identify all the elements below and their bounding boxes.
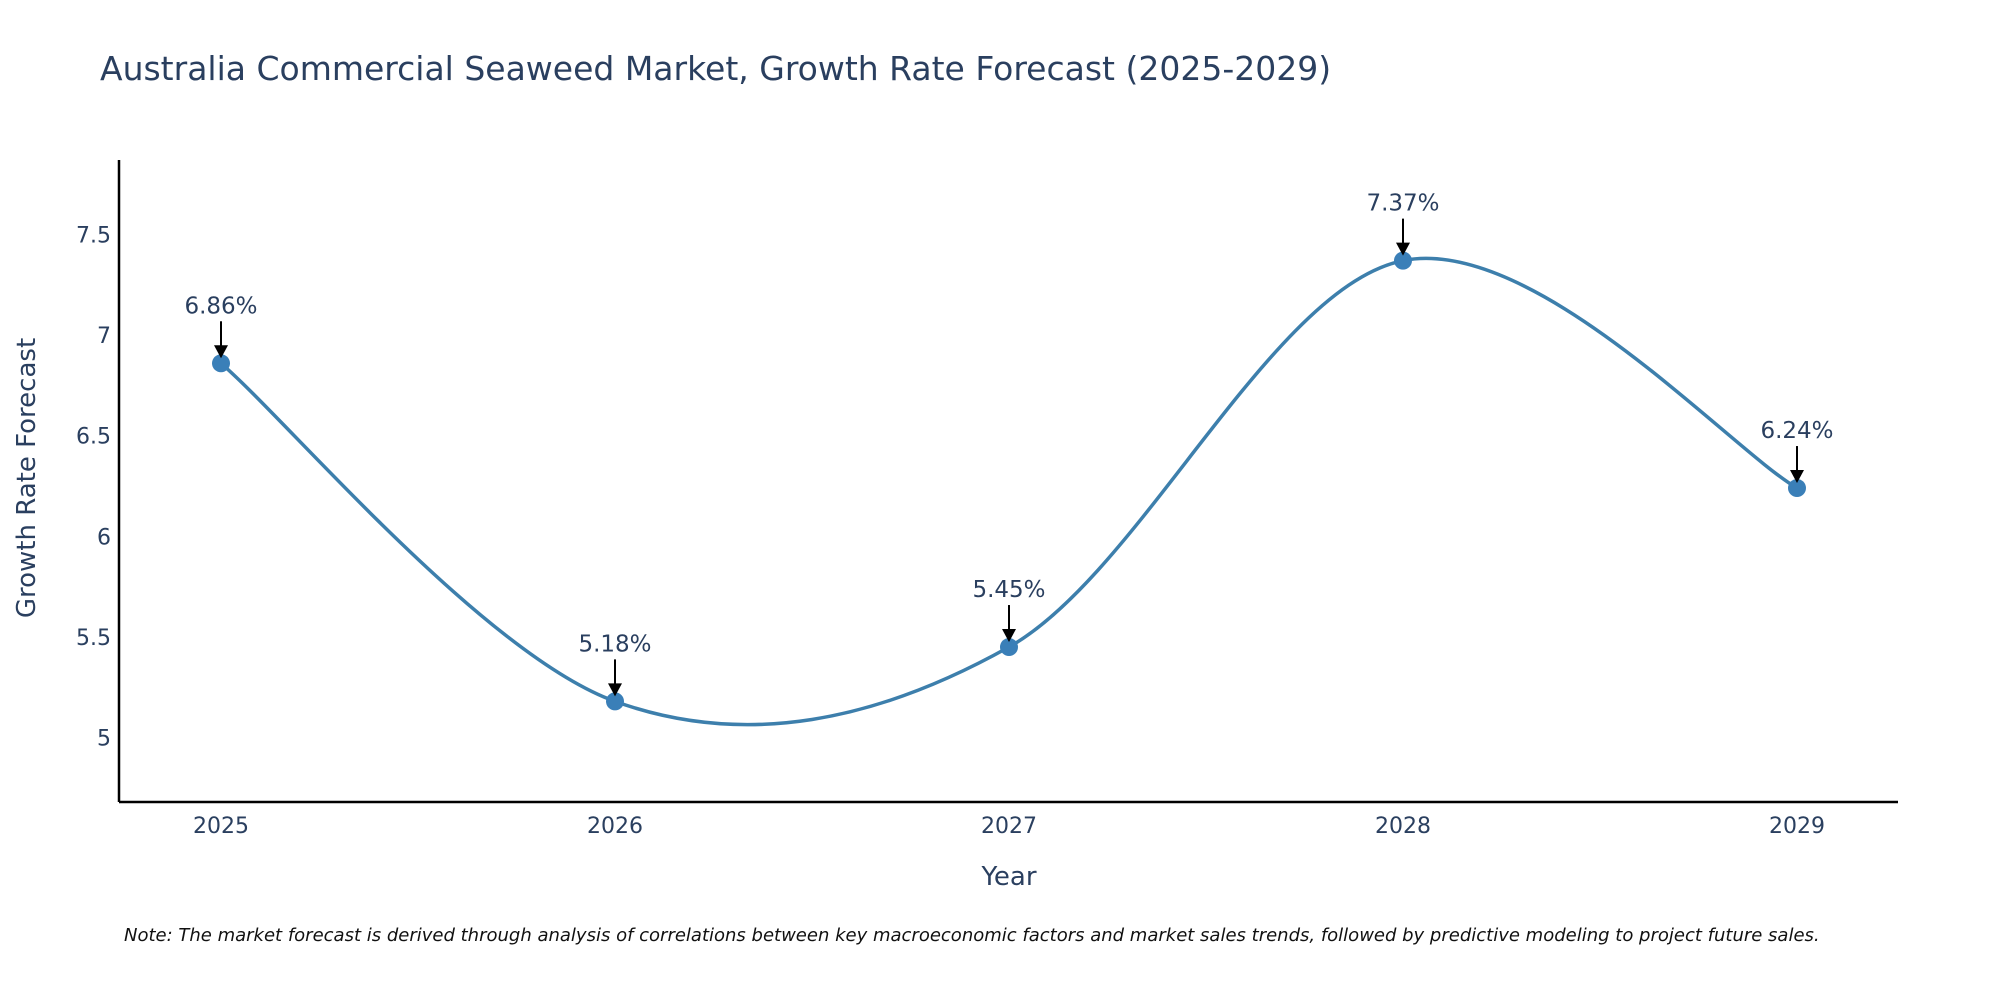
x-tick-label: 2028 xyxy=(1375,814,1431,839)
y-tick-label: 5 xyxy=(97,727,111,752)
y-axis-title: Growth Rate Forecast xyxy=(12,338,42,618)
data-label: 5.18% xyxy=(578,631,651,657)
y-tick-label: 6.5 xyxy=(76,425,111,450)
x-tick-label: 2027 xyxy=(981,814,1037,839)
data-point xyxy=(1788,479,1806,498)
annotation-arrowhead xyxy=(1396,242,1410,256)
annotation-arrowhead xyxy=(214,345,228,359)
data-point xyxy=(1000,638,1018,657)
data-point xyxy=(606,692,624,711)
annotation-arrowhead xyxy=(1002,629,1016,643)
y-axis-ticks: 5 5.5 6 6.5 7 7.5 xyxy=(76,223,111,751)
y-tick-label: 6 xyxy=(97,525,111,550)
chart-note: Note: The market forecast is derived thr… xyxy=(124,925,1820,946)
x-tick-label: 2026 xyxy=(587,814,643,839)
data-label: 5.45% xyxy=(972,577,1045,603)
annotation-arrowhead xyxy=(608,683,622,697)
annotation-arrowhead xyxy=(1790,470,1804,484)
chart-title: Australia Commercial Seaweed Market, Gro… xyxy=(100,49,1331,88)
data-label: 7.37% xyxy=(1366,191,1439,217)
x-tick-label: 2025 xyxy=(193,814,249,839)
data-point xyxy=(1394,251,1412,270)
data-markers xyxy=(212,251,1806,711)
data-point xyxy=(212,354,230,373)
y-tick-label: 7 xyxy=(97,324,111,349)
y-tick-label: 5.5 xyxy=(76,626,111,651)
x-tick-label: 2029 xyxy=(1769,814,1825,839)
x-axis-title: Year xyxy=(980,862,1036,892)
data-label: 6.86% xyxy=(184,293,257,319)
y-tick-label: 7.5 xyxy=(76,223,111,248)
x-axis-ticks: 2025 2026 2027 2028 2029 xyxy=(193,814,1825,839)
series-line xyxy=(219,256,1798,727)
data-annotations: 6.86% 5.18% 5.45% 7.37% 6.24% xyxy=(184,191,1834,697)
data-label: 6.24% xyxy=(1760,418,1833,444)
